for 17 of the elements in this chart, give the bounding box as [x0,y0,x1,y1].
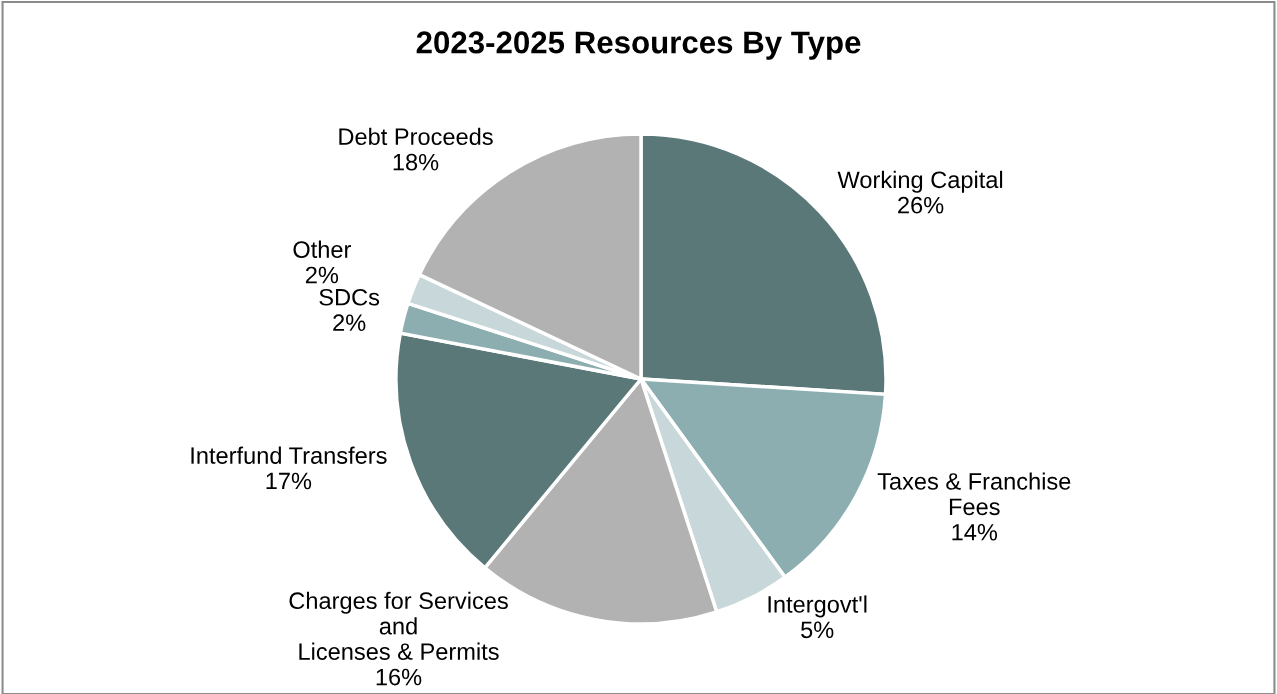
slice-label: Working Capital [837,170,1003,193]
data-label: 17% [266,472,312,490]
slice-label: Interfund Transfers [191,446,387,464]
slice-label: Debt Proceeds [339,127,493,146]
data-label: 2% [333,314,366,331]
data-label: 2% [305,266,339,284]
data-label: 5% [801,621,834,639]
data-label: 26% [898,196,944,214]
chart-title: 2023-2025 Resources By Type [416,31,861,60]
slice-label: Charges for Services and Licenses & Permits [289,591,508,660]
slice-label: SDCs [319,288,380,306]
slice-label: Intergovt'l [768,595,867,618]
data-label: 14% [952,523,998,541]
slice-label: Other [293,240,351,258]
slice-label: Taxes & Franchise Fees [877,472,1071,516]
data-label: 16% [376,668,422,686]
data-label: 18% [393,153,439,171]
